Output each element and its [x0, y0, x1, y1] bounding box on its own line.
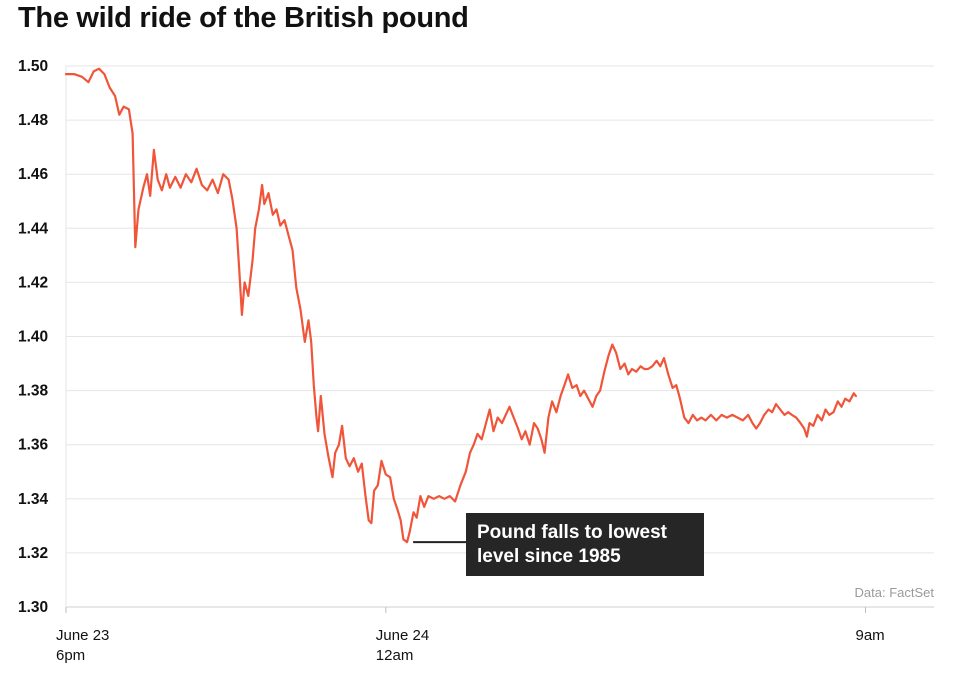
y-tick-label: 1.50	[18, 58, 48, 75]
y-tick-label: 1.36	[18, 437, 49, 454]
annotation: Pound falls to lowest level since 1985	[413, 513, 704, 576]
series-line	[64, 67, 857, 544]
x-tick-label: 9am	[856, 627, 885, 644]
y-tick-label: 1.48	[18, 112, 49, 129]
annotation-text-line: level since 1985	[477, 546, 621, 567]
y-tick-label: 1.30	[18, 599, 48, 616]
y-tick-label: 1.40	[18, 329, 48, 346]
annotation-text-line: Pound falls to lowest	[477, 522, 668, 543]
source-note: Data: FactSet	[855, 585, 935, 600]
series	[64, 67, 857, 544]
x-tick-label: June 23	[56, 627, 109, 644]
annotation-box	[466, 513, 704, 576]
x-tick-label-line2: 12am	[376, 647, 414, 664]
x-tick-label: June 24	[376, 627, 429, 644]
y-tick-label: 1.38	[18, 383, 49, 400]
y-tick-label: 1.44	[18, 220, 49, 237]
y-tick-label: 1.42	[18, 274, 48, 291]
y-tick-label: 1.34	[18, 491, 49, 508]
chart-title: The wild ride of the British pound	[18, 2, 469, 34]
x-tick-labels: June 23 6pm June 24 12am 9am	[56, 607, 885, 664]
x-tick-label-line2: 6pm	[56, 647, 85, 664]
y-tick-label: 1.46	[18, 166, 49, 183]
y-tick-label: 1.32	[18, 545, 48, 562]
y-tick-labels: 1.50 1.48 1.46 1.44 1.42 1.40 1.38 1.36 1.34 1.32…	[18, 58, 49, 616]
